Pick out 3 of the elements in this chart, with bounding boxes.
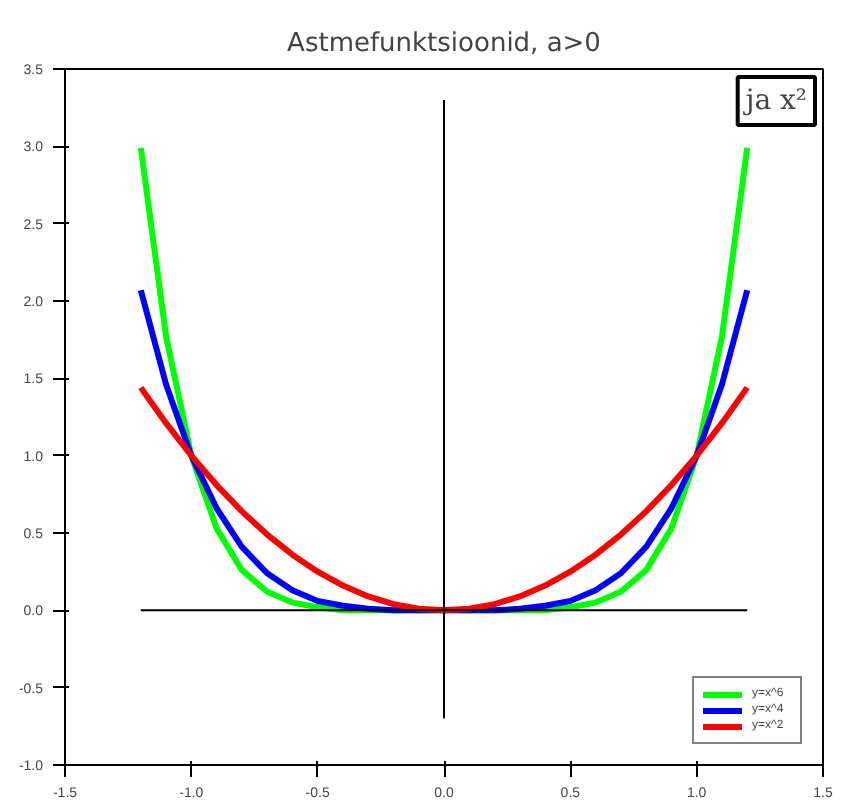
annotation: ja x² (741, 85, 808, 117)
line-series (137, 384, 751, 614)
chart-title: Astmefunktsioonid, a>0 (287, 29, 601, 59)
